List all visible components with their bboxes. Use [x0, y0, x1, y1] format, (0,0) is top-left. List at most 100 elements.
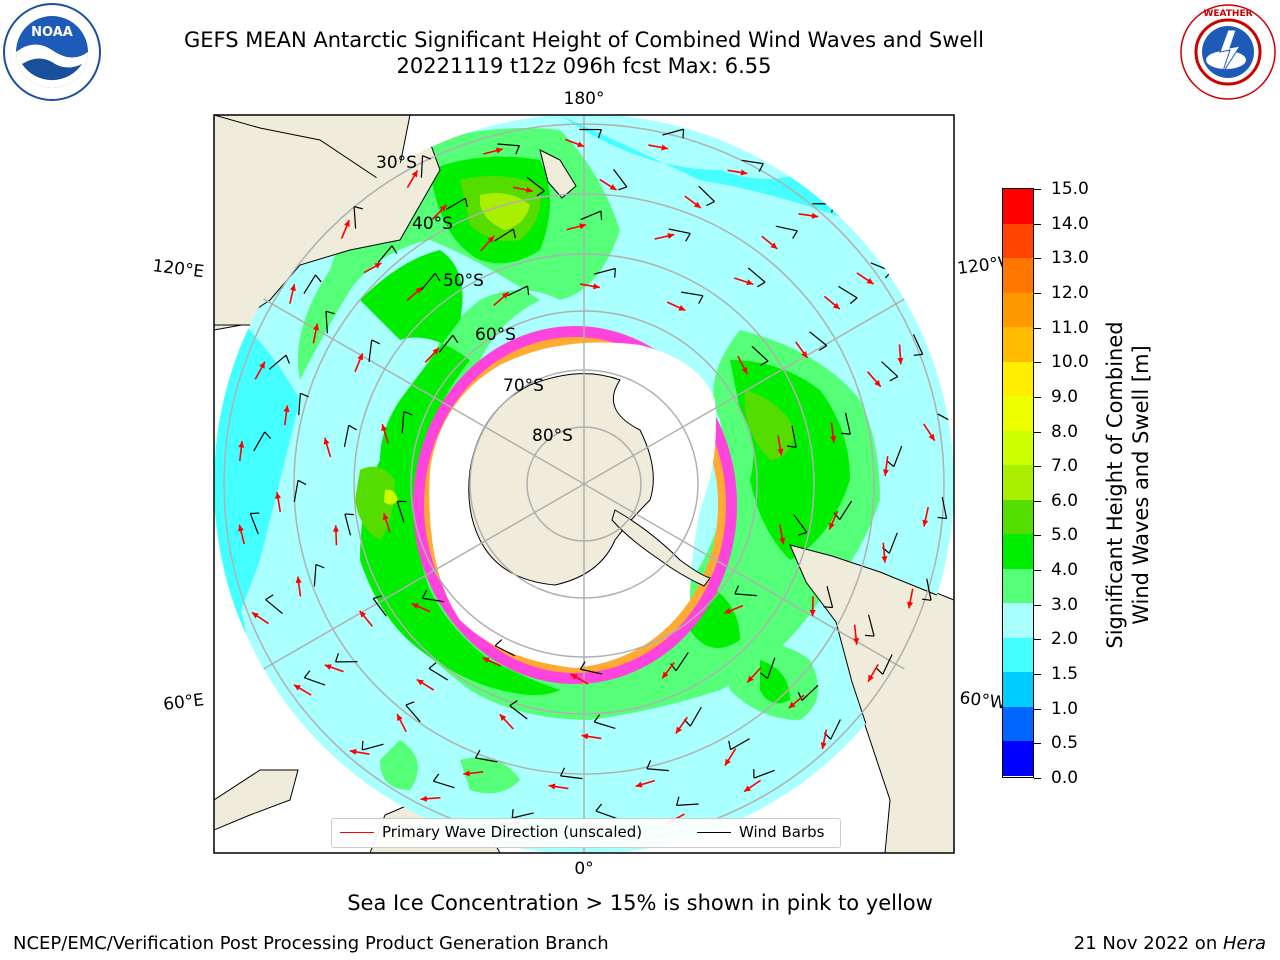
wind-barb: [668, 228, 691, 235]
wind-barb: [675, 652, 689, 672]
wind-barb-flag: [849, 297, 858, 305]
colorbar-tick-label: 1.0: [1051, 698, 1079, 719]
wind-barb: [249, 513, 259, 535]
wave-arrow-head: [820, 742, 827, 750]
wind-barb-flag: [512, 229, 516, 239]
colorbar-tick: [1034, 570, 1041, 572]
wind-barb-flag: [421, 589, 428, 599]
colorbar-tick: [1034, 604, 1041, 606]
antarctic-peninsula: [611, 509, 711, 587]
wave-arrow-head: [922, 519, 929, 527]
wave-contour: [384, 489, 398, 505]
wind-barb: [775, 225, 798, 232]
wind-barb-flag: [452, 334, 459, 344]
wind-barbs: [249, 128, 954, 820]
wind-barb: [526, 176, 545, 192]
wind-barb: [396, 501, 405, 523]
wind-barb: [941, 496, 948, 519]
wave-arrow-head: [501, 292, 509, 299]
wind-barb: [689, 706, 702, 727]
colorbar-tick-label: 7.0: [1051, 456, 1079, 477]
colorbar-tick: [1034, 189, 1041, 190]
svg-text:NOAA: NOAA: [31, 25, 73, 40]
lon-label-180: 180°: [564, 89, 605, 109]
wave-arrow-head: [295, 576, 302, 584]
colorbar-segment: [1003, 499, 1033, 535]
wave-arrow-head: [770, 242, 778, 249]
colorbar-title: Significant Height of Combined Wind Wave…: [1102, 275, 1154, 695]
colorbar-segment: [1003, 292, 1033, 328]
wave-contour: [745, 390, 795, 460]
wind-barb-flag: [865, 634, 875, 637]
wave-arrow-head: [667, 233, 675, 239]
wind-barb-flag: [595, 803, 603, 812]
colorbar-tick-label: 6.0: [1051, 490, 1079, 511]
colorbar-tick: [1034, 223, 1041, 225]
wind-barb: [809, 331, 828, 347]
wave-arrow-head: [678, 305, 686, 311]
chart-title: GEFS MEAN Antarctic Significant Height o…: [183, 28, 985, 52]
wind-barb-flag: [315, 563, 325, 569]
wave-arrow-head: [832, 302, 840, 310]
wind-barb-flag: [685, 233, 691, 242]
wind-barb: [826, 586, 834, 608]
wind-barb: [766, 657, 776, 679]
wave-arrow-head: [746, 279, 754, 286]
wave-arrow-head: [548, 783, 556, 790]
colorbar-segment: [1003, 568, 1033, 604]
wave-arrow-head: [881, 556, 888, 563]
colorbar-tick: [1034, 466, 1041, 468]
colorbar-tick-label: 4.0: [1051, 560, 1079, 581]
wave-arrow-head: [238, 441, 245, 448]
wind-barb: [446, 197, 466, 210]
wind-barb: [844, 412, 851, 435]
wind-barb: [830, 719, 841, 740]
wind-barb: [494, 228, 514, 242]
colorbar-tick: [1034, 674, 1041, 676]
wind-barb-flag: [841, 432, 851, 435]
meridian-line: [214, 223, 954, 745]
wave-arrow-head: [323, 437, 330, 445]
colorbar-tick: [1034, 431, 1041, 433]
wind-barb-flag: [676, 796, 680, 806]
wind-barb-flag: [759, 360, 769, 366]
colorbar-tick: [1034, 396, 1041, 398]
wave-arrow-head: [382, 513, 389, 521]
wave-arrow-head: [866, 278, 874, 285]
legend-swatch-barbs: [697, 832, 731, 833]
wind-barb-flag: [757, 281, 766, 288]
wave-arrow-head: [381, 424, 388, 432]
colorbar-tick-label: 15.0: [1051, 179, 1089, 199]
wave-arrow-head: [874, 379, 881, 387]
wave-arrow-head: [579, 223, 587, 230]
wind-barb-flag: [787, 445, 797, 448]
wave-arrow-head: [635, 781, 643, 788]
wind-barb-flag: [818, 345, 828, 351]
sea-ice-orange: [424, 337, 726, 673]
wave-arrow-head: [809, 609, 816, 617]
wave-arrow-head: [777, 448, 784, 456]
wind-barb: [912, 334, 924, 355]
lat-label-60s: 60°S: [475, 325, 516, 345]
legend-label-barbs: Wind Barbs: [739, 823, 825, 841]
wave-arrow-head: [882, 469, 889, 476]
wind-barb: [401, 411, 405, 434]
colorbar-tick: [1034, 258, 1041, 260]
wave-arrow-head: [411, 603, 419, 609]
wave-arrow-head: [357, 353, 364, 361]
sea-ice-note: Sea Ice Concentration > 15% is shown in …: [347, 891, 933, 915]
wind-barb: [593, 267, 616, 275]
wind-barb-flag: [265, 594, 274, 601]
wind-barb: [428, 667, 449, 681]
wave-arrow-head: [289, 284, 296, 291]
colorbar-segment: [1003, 637, 1033, 673]
wind-barb-flag: [937, 516, 947, 520]
wave-arrow-head: [495, 147, 503, 154]
wind-barb-flag: [464, 198, 468, 208]
wind-barb: [676, 803, 699, 806]
wind-barb-flag: [670, 663, 677, 672]
colorbar-tick-label: 3.0: [1051, 594, 1079, 615]
wave-arrow-head: [593, 283, 600, 290]
wave-arrow-head: [801, 351, 808, 358]
